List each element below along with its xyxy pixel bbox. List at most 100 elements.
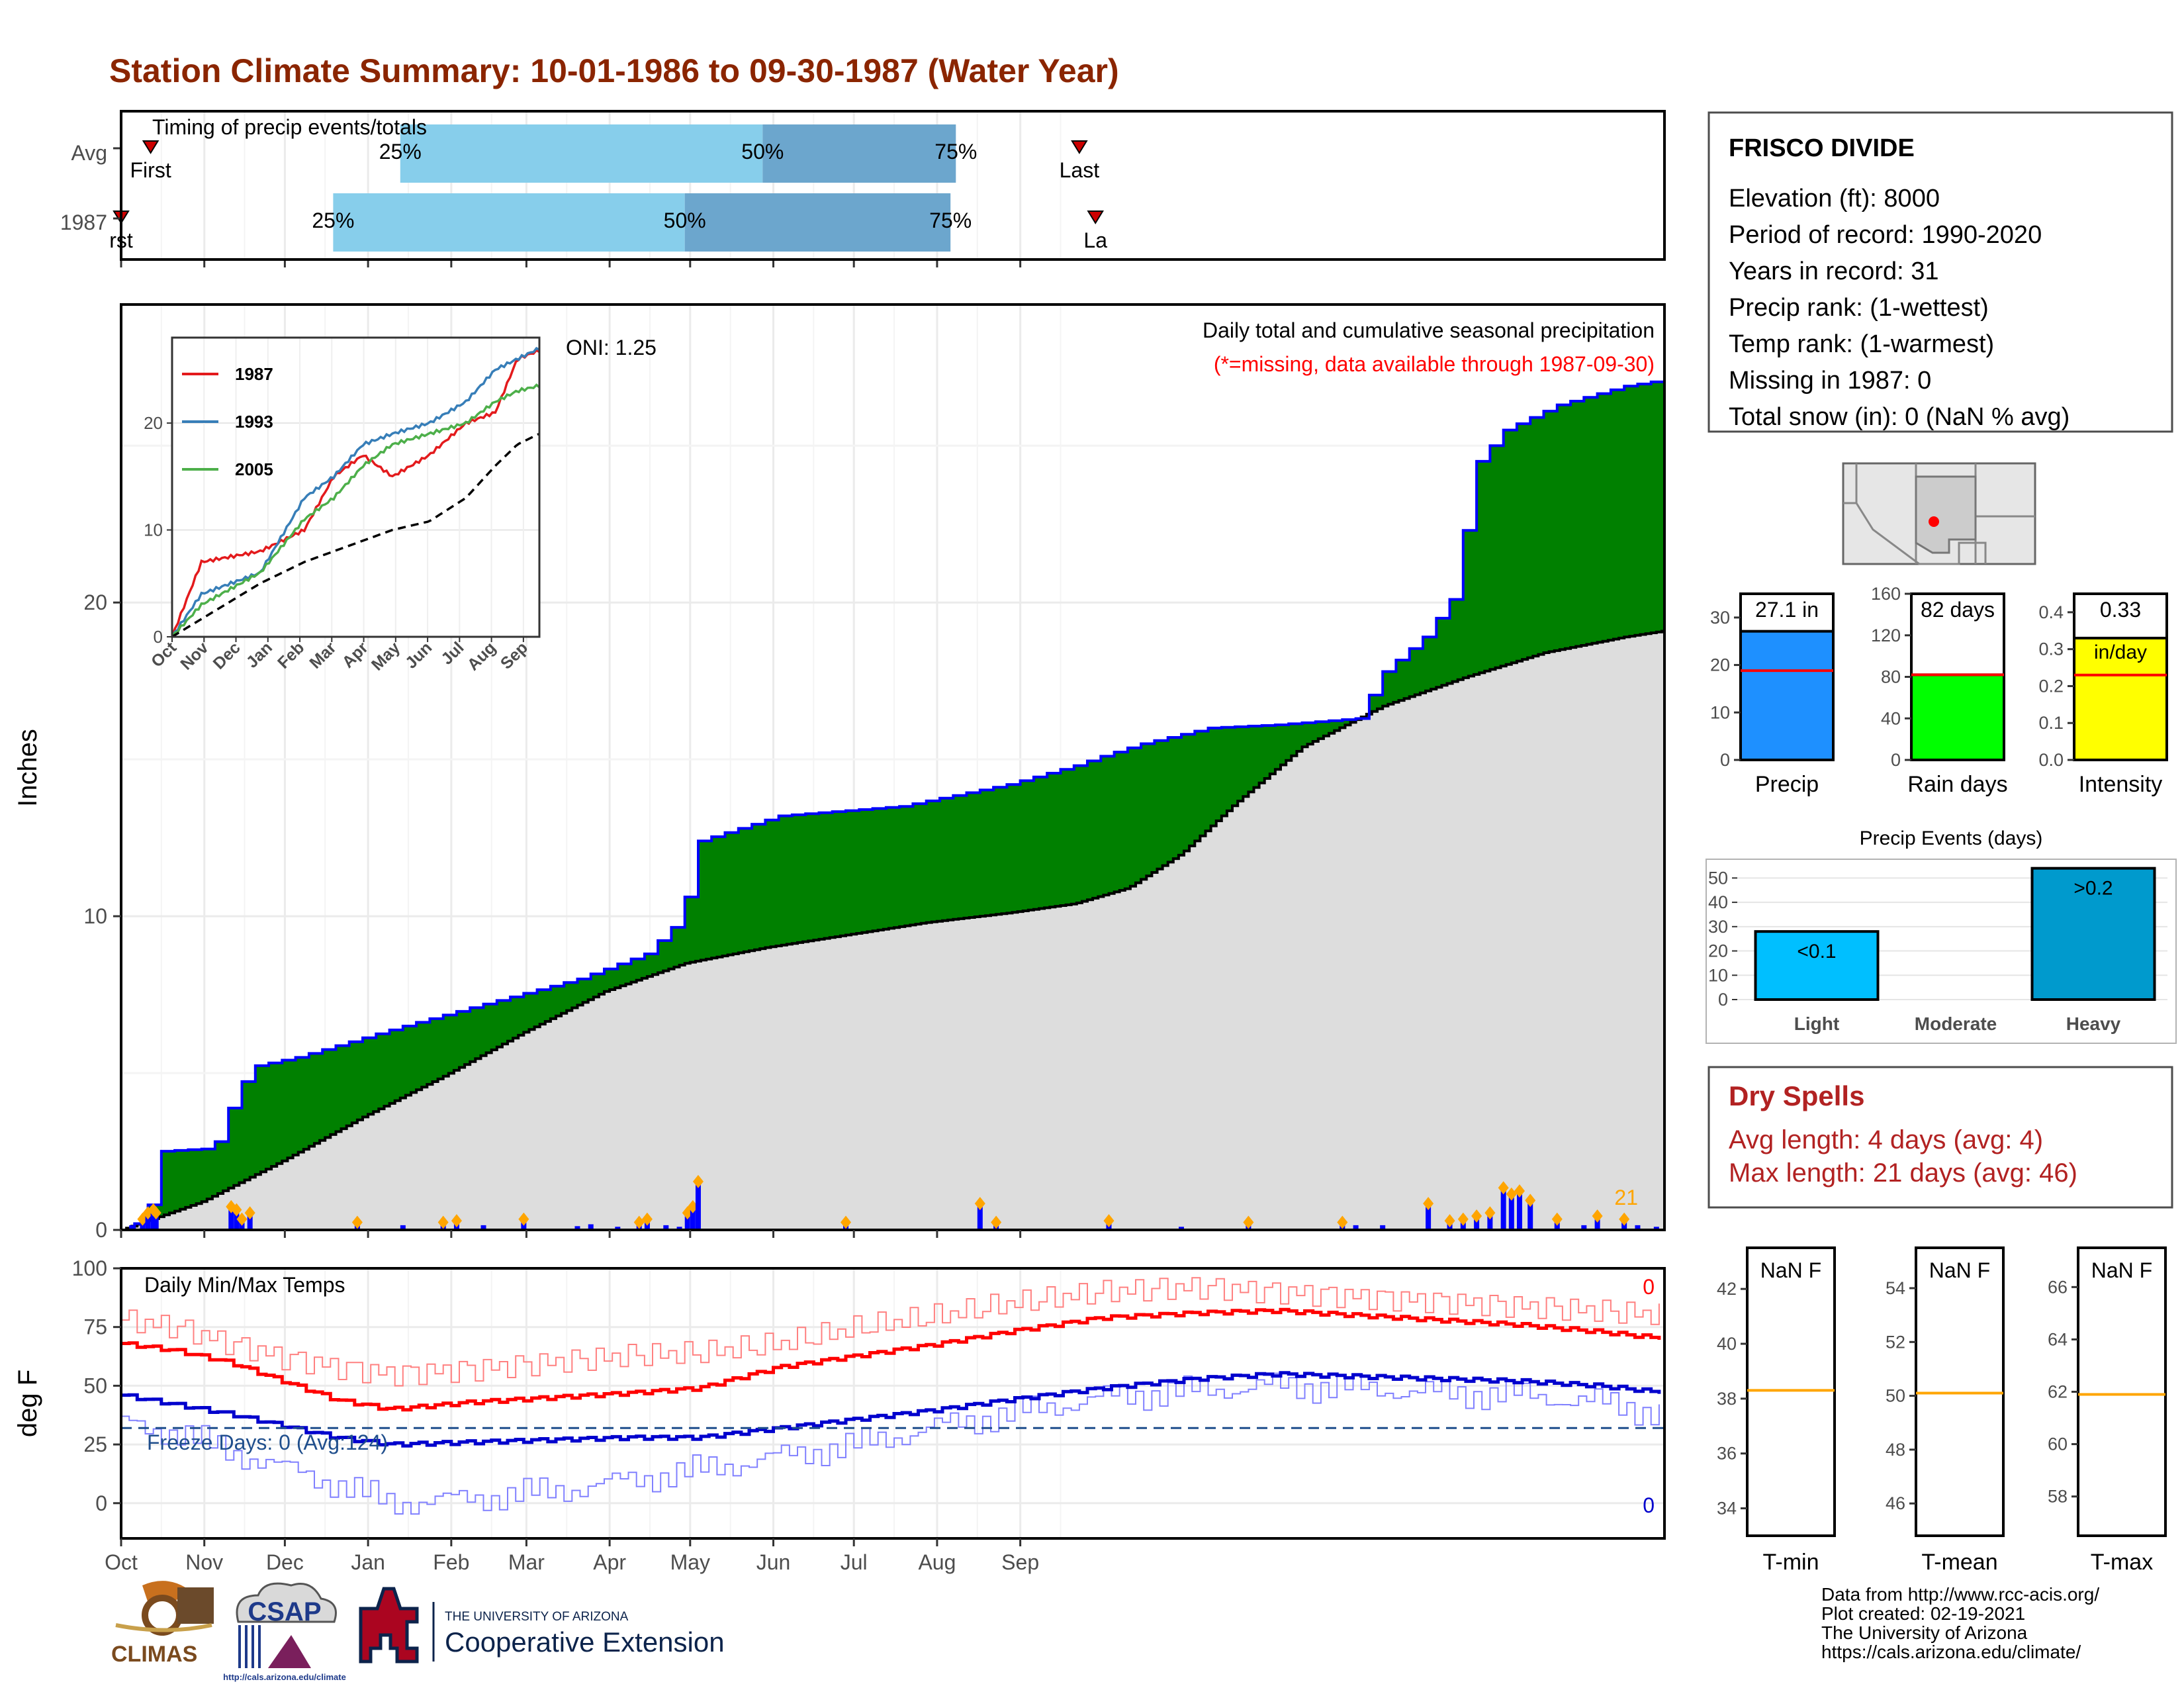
temp-box-tick: 40: [1717, 1334, 1737, 1354]
footer-line-1: Data from http://www.rcc-acis.org/: [1821, 1584, 2099, 1605]
station-name: FRISCO DIVIDE: [1729, 134, 1915, 162]
last-event-marker: [1087, 211, 1104, 224]
heavy-event-marker: [1619, 1212, 1630, 1226]
summary-bar-fill: [1910, 673, 2005, 761]
inset-series-line: [171, 383, 541, 638]
precip-label-1: Daily total and cumulative seasonal prec…: [1203, 318, 1655, 342]
timing-p25-label: 25%: [312, 209, 354, 232]
summary-bar-tick: 120: [1871, 626, 1901, 645]
daily-precip-bar: [1426, 1205, 1432, 1230]
summary-bar-tick: 0.2: [2038, 676, 2064, 696]
inset-legend-label: 1987: [235, 364, 273, 384]
daily-precip-bar: [690, 1207, 696, 1230]
summary-bar-tick: 0: [1720, 750, 1730, 770]
daily-precip-bar: [695, 1182, 701, 1230]
month-tick-label: Aug: [918, 1550, 956, 1574]
temp-panel-label: Daily Min/Max Temps: [144, 1273, 345, 1297]
precip-panel: 0 10 20 Inches Daily total and cumulative …: [13, 303, 1666, 1242]
cumulative-precip-line: [121, 379, 1666, 1231]
summary-bar-tick: 40: [1881, 708, 1901, 728]
timing-p75-label: 75%: [934, 140, 977, 164]
station-info-line: Missing in 1987: 0: [1729, 367, 1931, 395]
summary-bar-tick: 0.4: [2038, 602, 2064, 622]
heavy-event-marker: [451, 1214, 462, 1228]
footer-credits: Data from http://www.rcc-acis.org/ Plot …: [1821, 1584, 2099, 1662]
station-info-line: Years in record: 31: [1729, 258, 1939, 285]
daily-precip-bar: [480, 1225, 486, 1230]
summary-bar-tick: 10: [1710, 702, 1730, 722]
daily-precip-bar: [663, 1225, 669, 1230]
daily-precip-bar: [1527, 1201, 1533, 1230]
summary-bar-value: 0.33: [2100, 598, 2141, 622]
heavy-event-marker: [437, 1215, 449, 1229]
heavy-event-marker: [1525, 1194, 1536, 1207]
events-ytick-label: 10: [1708, 965, 1728, 985]
temp-box-tick: 42: [1717, 1279, 1737, 1299]
event-bar-label: >0.2: [2073, 878, 2113, 900]
temp-ytick-label: 75: [83, 1315, 107, 1339]
month-tick-label: Dec: [266, 1550, 304, 1574]
heavy-event-marker: [244, 1206, 255, 1220]
daily-precip-bar: [1474, 1217, 1480, 1230]
summary-bar-tick: 0.3: [2038, 639, 2064, 659]
heavy-event-marker: [1103, 1214, 1115, 1228]
daily-precip-bar: [150, 1211, 156, 1230]
heavy-event-marker: [687, 1199, 698, 1213]
university-logo: THE UNIVERSITY OF ARIZONA Cooperative Ex…: [359, 1587, 725, 1664]
heavy-event-marker: [1506, 1187, 1517, 1201]
temp-box-label: T-min: [1763, 1550, 1819, 1575]
precip-ytick-label: 0: [95, 1218, 107, 1242]
daily-precip-bar: [1487, 1214, 1493, 1230]
month-tick-label: May: [670, 1550, 710, 1574]
temp-box-value: NaN F: [2091, 1258, 2152, 1282]
timing-bar-q2: [400, 124, 763, 183]
dry-spells-avg: Avg length: 4 days (avg: 4): [1729, 1125, 2043, 1154]
temp-box-label: T-max: [2091, 1550, 2153, 1575]
heavy-event-marker: [1498, 1181, 1509, 1195]
station-info-box: FRISCO DIVIDE Elevation (ft): 8000 Period…: [1707, 111, 2173, 433]
events-title: Precip Events (days): [1860, 827, 2043, 849]
heavy-event-marker: [1484, 1206, 1496, 1220]
event-bar: [1754, 930, 1880, 1002]
daily-precip-bar: [676, 1227, 682, 1230]
inset-ytick-label: 0: [154, 627, 163, 647]
daily-precip-bar: [1635, 1225, 1641, 1230]
daily-precip-bar: [977, 1205, 983, 1230]
first-event-label: First: [130, 158, 171, 182]
events-ytick-label: 30: [1708, 917, 1728, 937]
month-axis: Oct Nov Dec Jan Feb Mar Apr May Jun Jul Aug Sep: [105, 1230, 1039, 1574]
precip-ytick-label: 10: [83, 904, 107, 928]
csap-url: http://cals.arizona.edu/climate: [223, 1672, 346, 1682]
temp-ytick-label: 50: [83, 1374, 107, 1397]
oni-label: ONI: 1.25: [566, 336, 657, 359]
temp-box-tick: 58: [2048, 1487, 2068, 1507]
temp-box-value: NaN F: [1760, 1258, 1821, 1282]
events-ytick-label: 50: [1708, 868, 1728, 888]
last-event-label: Last: [1060, 158, 1100, 182]
heavy-event-marker: [633, 1215, 645, 1229]
summary-bar-label: Precip: [1755, 772, 1819, 797]
inset-legend-label: 2005: [235, 459, 273, 479]
csap-wordmark: CSAP: [248, 1597, 321, 1626]
climas-logo: CLIMAS: [111, 1581, 214, 1667]
locator-map: [1842, 462, 2036, 565]
temp-box-tick: 52: [1886, 1332, 1905, 1352]
footer-line-4: https://cals.arizona.edu/climate/: [1821, 1642, 2081, 1662]
temp-box-tick: 46: [1886, 1493, 1905, 1513]
temp-ytick-label: 100: [72, 1256, 107, 1280]
normal-precip-area: [121, 631, 1664, 1230]
temp-box-tick: 64: [2048, 1329, 2068, 1349]
station-info-line: Temp rank: (1-warmest): [1729, 330, 1994, 358]
month-tick-label: Sep: [1001, 1550, 1039, 1574]
station-info-line: Total snow (in): 0 (NaN % avg): [1729, 403, 2070, 431]
last-event-label: La: [1083, 228, 1107, 252]
summary-bar-fill: [2073, 636, 2168, 762]
first-event-marker: [142, 140, 159, 154]
temp-box-tick: 48: [1886, 1440, 1905, 1460]
normal-precip-line: [121, 630, 1664, 1231]
tmax-observed-line: [121, 1277, 1660, 1387]
summary-bar-fill: [1739, 630, 1835, 762]
daily-precip-bar: [400, 1225, 406, 1230]
daily-precip-bar: [1353, 1225, 1359, 1230]
